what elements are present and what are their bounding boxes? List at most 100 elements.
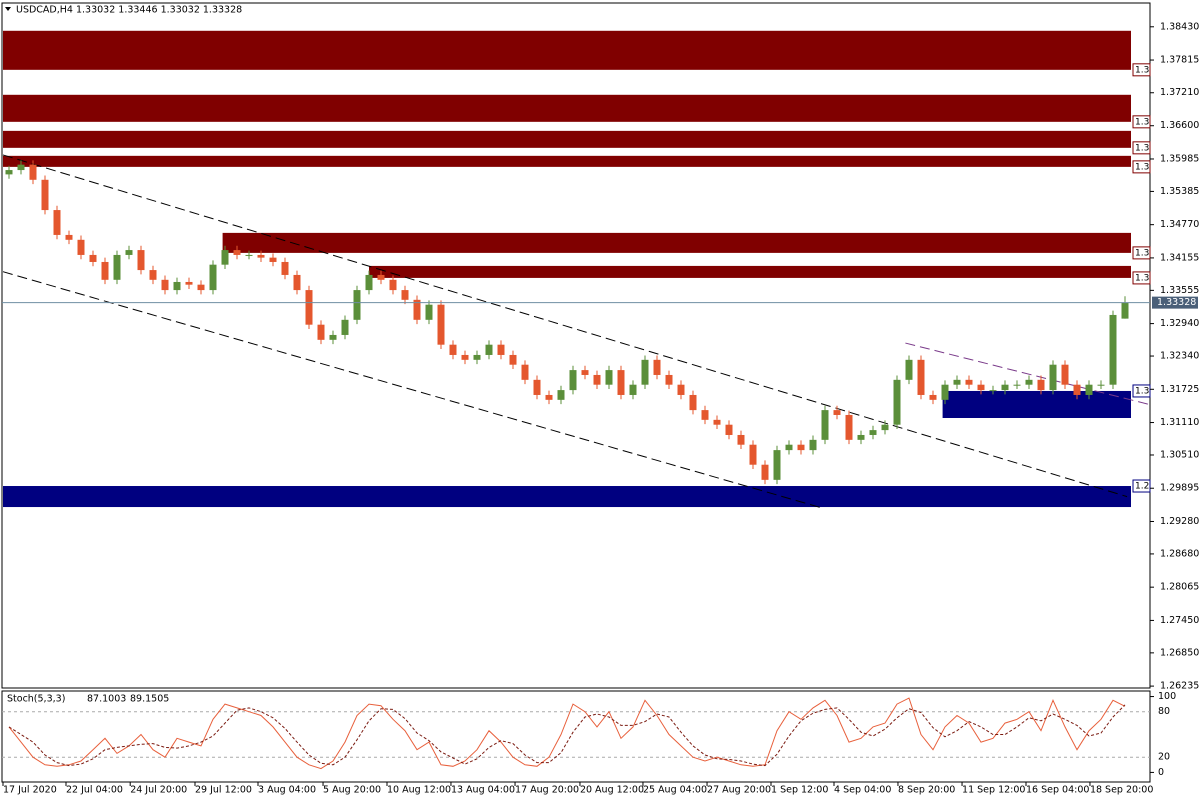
x-tick-label: 22 Jul 04:00 (66, 785, 123, 796)
zone-label: 1.3 (1135, 273, 1149, 283)
candle-body (137, 250, 145, 271)
candle-body (473, 354, 481, 360)
y-tick-label: 1.26850 (1160, 647, 1199, 658)
candle-body (977, 384, 985, 391)
candle-body (905, 359, 913, 380)
zone (369, 265, 1131, 278)
candle-body (1001, 384, 1009, 391)
candle-body (29, 164, 37, 180)
candle-body (113, 254, 121, 280)
candle-body (701, 410, 709, 420)
candle-body (245, 254, 253, 256)
candle-body (929, 394, 937, 400)
candle-body (1097, 384, 1105, 386)
candle-body (773, 450, 781, 480)
zone (3, 155, 1131, 167)
candle-body (413, 299, 421, 320)
zone-label: 1.3 (1135, 65, 1149, 75)
candle-body (713, 419, 721, 425)
y-tick-label: 1.30510 (1160, 449, 1199, 460)
candle-body (353, 290, 361, 320)
stoch-layer (2, 697, 1150, 770)
candle-body (857, 434, 865, 440)
zone-label: 1.3 (1135, 162, 1149, 172)
y-tick-label: 1.38430 (1160, 21, 1199, 32)
candle-body (821, 410, 829, 440)
x-tick-label: 5 Aug 20:00 (323, 785, 381, 796)
candle-body (425, 304, 433, 320)
zone (3, 30, 1131, 70)
candle-body (653, 359, 661, 375)
y-tick-label: 1.29895 (1160, 483, 1199, 494)
candle-body (149, 270, 157, 280)
candle-body (53, 210, 61, 235)
candle-body (965, 379, 973, 385)
candle-body (1049, 364, 1057, 391)
candle-body (737, 434, 745, 445)
candle-body (497, 344, 505, 355)
x-tick-label: 27 Aug 20:00 (707, 785, 771, 796)
candle-body (17, 164, 25, 171)
candle-body (197, 284, 205, 291)
y-tick-label: 1.37815 (1160, 55, 1199, 66)
stoch-title: Stoch(5,3,3) (7, 694, 65, 705)
y-tick-label: 20 (1158, 752, 1170, 763)
candle-body (677, 384, 685, 395)
candle-body (629, 384, 637, 395)
candle-body (209, 264, 217, 291)
stoch-line (8, 704, 1126, 767)
candle-body (221, 250, 229, 265)
x-tick-label: 1 Sep 12:00 (771, 785, 828, 796)
price-label: 1.33328 (1157, 297, 1196, 308)
candle-body (269, 257, 277, 262)
candle-body (341, 319, 349, 335)
candle-body (101, 261, 109, 280)
y-tick-label: 1.35985 (1160, 153, 1199, 164)
x-tick-label: 29 Jul 12:00 (195, 785, 252, 796)
zone-label-box (1132, 141, 1151, 155)
candle-body (917, 359, 925, 395)
stoch-k-value: 87.1003 (87, 694, 126, 705)
y-tick-label: 1.31110 (1160, 417, 1199, 428)
x-tick-label: 10 Aug 12:00 (387, 785, 451, 796)
candle-body (173, 281, 181, 291)
zone-label: 1.2 (1135, 482, 1149, 492)
candle-body (389, 279, 397, 291)
y-tick-label: 1.27450 (1160, 615, 1199, 626)
candle-body (1013, 384, 1021, 386)
price-label-box (1152, 296, 1198, 309)
candle-body (665, 374, 673, 385)
y-tick-label: 1.31725 (1160, 384, 1199, 395)
axis-layer: 1.3 1.3 1.3 1.3 1.3 1.3 1.3 1.2 1.38430 1.37815 1.… (2, 21, 1199, 796)
zone (3, 486, 1131, 508)
candle-body (377, 274, 385, 280)
candle-body (1121, 302, 1129, 319)
candle-body (89, 254, 97, 262)
zone (222, 232, 1132, 253)
zone (942, 390, 1131, 419)
candle-body (65, 234, 73, 240)
y-tick-label: 1.37210 (1160, 87, 1199, 98)
y-tick-label: 80 (1158, 706, 1170, 717)
candle-body (869, 430, 877, 435)
zone-label-box (1132, 479, 1151, 493)
candle-body (809, 439, 817, 451)
y-tick-label: 100 (1158, 691, 1176, 702)
candle-body (845, 414, 853, 440)
candle-body (317, 324, 325, 340)
stoch-d-value: 89.1505 (130, 694, 169, 705)
candle-body (305, 290, 313, 325)
candle-body (953, 379, 961, 385)
zone-label-box (1132, 160, 1151, 174)
x-tick-label: 17 Jul 2020 (3, 785, 57, 796)
candle-body (785, 444, 793, 451)
candle-body (1037, 379, 1045, 391)
y-tick-label: 1.32340 (1160, 351, 1199, 362)
candle-body (761, 464, 769, 480)
candle-body (509, 354, 517, 365)
candle-body (989, 390, 997, 392)
candle-body (617, 370, 625, 395)
x-tick-label: 8 Sep 20:00 (898, 785, 955, 796)
candle-body (881, 424, 889, 431)
